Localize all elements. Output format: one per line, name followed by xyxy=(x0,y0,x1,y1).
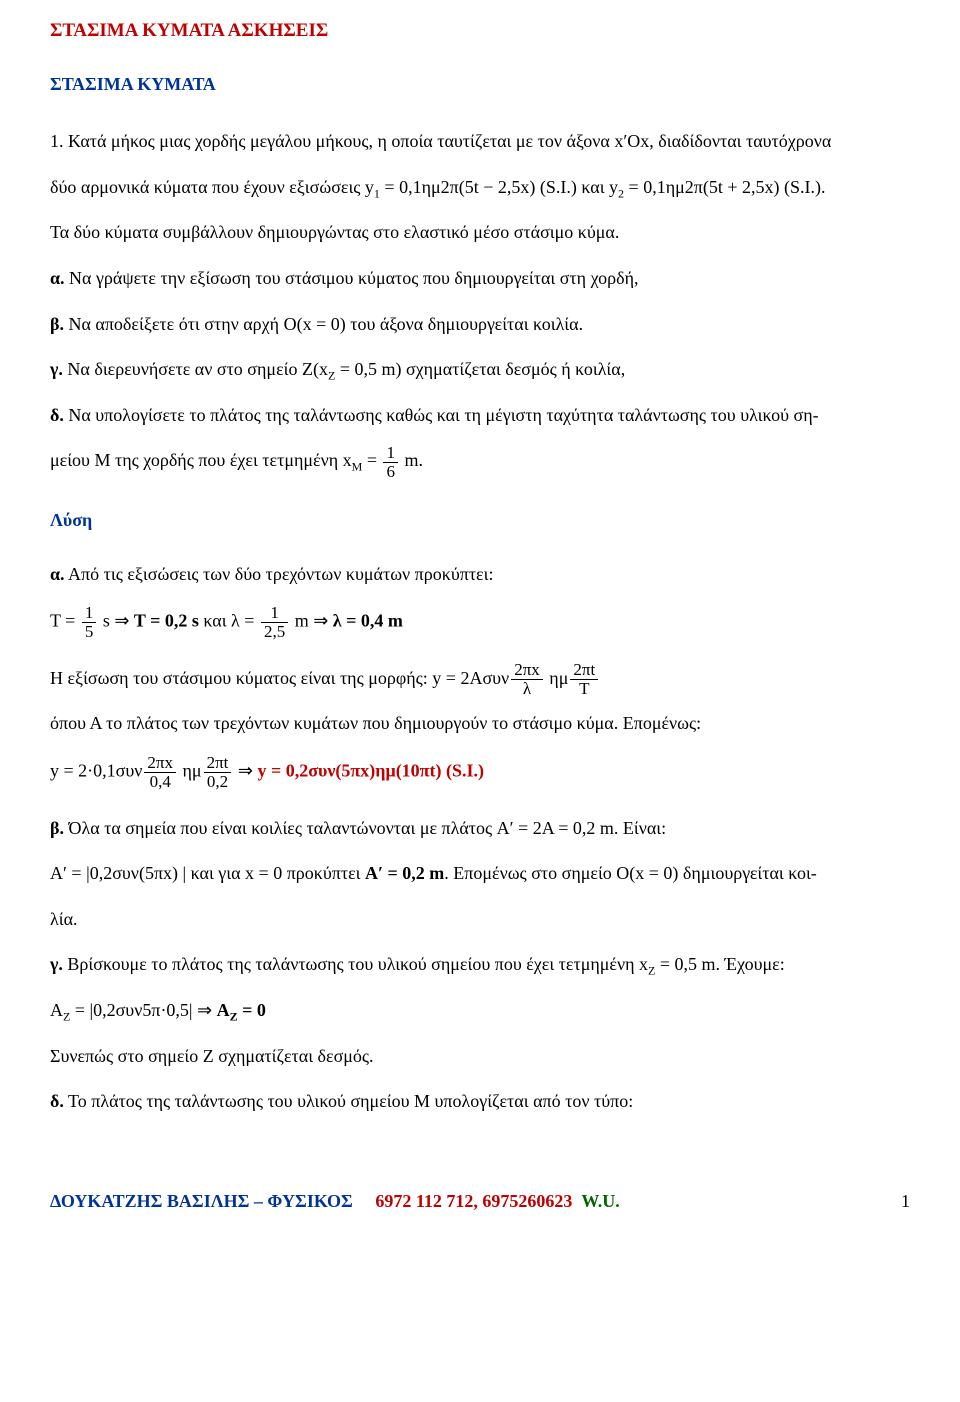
den: 0,2 xyxy=(204,772,232,791)
sub: M xyxy=(352,460,363,474)
text: T = xyxy=(50,611,80,631)
den: 0,4 xyxy=(144,772,176,791)
sub: Z xyxy=(230,1010,238,1024)
fraction: 12,5 xyxy=(261,604,288,641)
footer-wu: W.U. xyxy=(581,1191,619,1211)
text: y = 2·0,1συν xyxy=(50,760,142,780)
num: 1 xyxy=(383,444,398,462)
den: 6 xyxy=(383,462,398,481)
sol-c-1: γ. Βρίσκουμε το πλάτος της ταλάντωσης το… xyxy=(50,945,910,985)
fraction: 15 xyxy=(82,604,97,641)
num: 2πt xyxy=(204,754,232,772)
result: AZ = 0 xyxy=(217,1000,266,1020)
text: A′ = |0,2συν(5πx) | και για x = 0 προκύπ… xyxy=(50,863,365,883)
text: ⇒ xyxy=(233,760,257,780)
question-c: γ. Να διερευνήσετε αν στο σημείο Ζ(xZ = … xyxy=(50,350,910,390)
label: γ. xyxy=(50,954,63,974)
question-d-1: δ. Να υπολογίσετε το πλάτος της ταλάντωσ… xyxy=(50,396,910,436)
num: 1 xyxy=(82,604,97,622)
num: 2πx xyxy=(511,661,543,679)
question-a: α. Να γράψετε την εξίσωση του στάσιμου κ… xyxy=(50,259,910,299)
problem-line-2: δύο αρμονικά κύματα που έχουν εξισώσεις … xyxy=(50,168,910,208)
num: 2πt xyxy=(570,661,598,679)
num: 1 xyxy=(261,604,288,622)
problem-line-3: Τα δύο κύματα συμβάλλουν δημιουργώντας σ… xyxy=(50,213,910,253)
text: μείου Μ της χορδής που έχει τετμημένη x xyxy=(50,450,352,470)
text: . Επομένως στο σημείο Ο(x = 0) δημιουργε… xyxy=(444,863,817,883)
text: m ⇒ xyxy=(290,611,333,631)
label: α. xyxy=(50,564,65,584)
sol-b-2: A′ = |0,2συν(5πx) | και για x = 0 προκύπ… xyxy=(50,854,910,894)
sol-c-eq: AZ = |0,2συν5π·0,5| ⇒ AZ = 0 xyxy=(50,991,910,1031)
label: α. xyxy=(50,268,65,288)
footer-phone: 6972 112 712, 6975260623 xyxy=(375,1191,572,1211)
text: δύο αρμονικά κύματα που έχουν εξισώσεις … xyxy=(50,177,374,197)
label: γ. xyxy=(50,359,63,379)
text: Το πλάτος της ταλάντωσης του υλικού σημε… xyxy=(64,1091,633,1111)
text: ημ xyxy=(178,760,202,780)
result: y = 0,2συν(5πx)ημ(10πt) (S.I.) xyxy=(257,760,484,780)
text: ημ xyxy=(545,668,569,688)
label: β. xyxy=(50,314,64,334)
eq-period-lambda: T = 15 s ⇒ T = 0,2 s και λ = 12,5 m ⇒ λ … xyxy=(50,604,910,641)
text: Να υπολογίσετε το πλάτος της ταλάντωσης … xyxy=(64,405,819,425)
result: A′ = 0,2 m xyxy=(365,863,444,883)
text: = 0,5 m) σχηματίζεται δεσμός ή κοιλία, xyxy=(335,359,625,379)
text: = 0 xyxy=(238,1000,266,1020)
fraction: 16 xyxy=(383,444,398,481)
fraction: 2πtT xyxy=(570,661,598,698)
text: = 0,1ημ2π(5t + 2,5x) (S.I.). xyxy=(624,177,825,197)
text: m. xyxy=(400,450,423,470)
section-title: ΣΤΑΣΙΜΑ ΚΥΜΑΤΑ xyxy=(50,65,910,105)
text: A xyxy=(217,1000,230,1020)
den: 2,5 xyxy=(261,622,288,641)
fraction: 2πxλ xyxy=(511,661,543,698)
result: T = 0,2 s xyxy=(134,611,199,631)
den: λ xyxy=(511,679,543,698)
label: δ. xyxy=(50,1091,64,1111)
label: δ. xyxy=(50,405,64,425)
sol-therefore: όπου Α το πλάτος των τρεχόντων κυμάτων π… xyxy=(50,704,910,744)
sol-c-conc: Συνεπώς στο σημείο Ζ σχηματίζεται δεσμός… xyxy=(50,1037,910,1077)
fraction: 2πt0,2 xyxy=(204,754,232,791)
text: A xyxy=(50,1000,63,1020)
text: Όλα τα σημεία που είναι κοιλίες ταλαντών… xyxy=(64,818,666,838)
sol-d: δ. Το πλάτος της ταλάντωσης του υλικού σ… xyxy=(50,1082,910,1122)
solution-title: Λύση xyxy=(50,501,910,541)
sol-b-3: λία. xyxy=(50,900,910,940)
question-d-2: μείου Μ της χορδής που έχει τετμημένη xM… xyxy=(50,441,910,481)
footer: ΔΟΥΚΑΤΖΗΣ ΒΑΣΙΛΗΣ – ΦΥΣΙΚΟΣ 6972 112 712… xyxy=(50,1182,910,1222)
text: = |0,2συν5π·0,5| ⇒ xyxy=(70,1000,216,1020)
fraction: 2πx0,4 xyxy=(144,754,176,791)
problem-line-1: 1. Κατά μήκος μιας χορδής μεγάλου μήκους… xyxy=(50,122,910,162)
text: Από τις εξισώσεις των δύο τρεχόντων κυμά… xyxy=(65,564,494,584)
text: Η εξίσωση του στάσιμου κύματος είναι της… xyxy=(50,668,509,688)
num: 2πx xyxy=(144,754,176,772)
text: Να διερευνήσετε αν στο σημείο Ζ(x xyxy=(63,359,328,379)
question-b: β. Να αποδείξετε ότι στην αρχή O(x = 0) … xyxy=(50,305,910,345)
text: Να αποδείξετε ότι στην αρχή O(x = 0) του… xyxy=(64,314,583,334)
text: και λ = xyxy=(199,611,259,631)
text: Να γράψετε την εξίσωση του στάσιμου κύμα… xyxy=(65,268,639,288)
text: Βρίσκουμε το πλάτος της ταλάντωσης του υ… xyxy=(63,954,648,974)
text: s ⇒ xyxy=(98,611,134,631)
text: = 0,1ημ2π(5t − 2,5x) (S.I.) και y xyxy=(380,177,618,197)
label: β. xyxy=(50,818,64,838)
result: λ = 0,4 m xyxy=(333,611,403,631)
text: = xyxy=(362,450,381,470)
page-number: 1 xyxy=(901,1182,910,1222)
den: 5 xyxy=(82,622,97,641)
eq-standing-wave: y = 2·0,1συν2πx0,4 ημ2πt0,2 ⇒ y = 0,2συν… xyxy=(50,754,910,791)
den: T xyxy=(570,679,598,698)
sol-general-form: Η εξίσωση του στάσιμου κύματος είναι της… xyxy=(50,659,910,699)
footer-name: ΔΟΥΚΑΤΖΗΣ ΒΑΣΙΛΗΣ – ΦΥΣΙΚΟΣ xyxy=(50,1191,353,1211)
sol-b-1: β. Όλα τα σημεία που είναι κοιλίες ταλαν… xyxy=(50,809,910,849)
page-header: ΣΤΑΣΙΜΑ ΚΥΜΑΤΑ ΑΣΚΗΣΕΙΣ xyxy=(50,18,910,45)
text: = 0,5 m. Έχουμε: xyxy=(655,954,784,974)
sol-a-intro: α. Από τις εξισώσεις των δύο τρεχόντων κ… xyxy=(50,555,910,595)
